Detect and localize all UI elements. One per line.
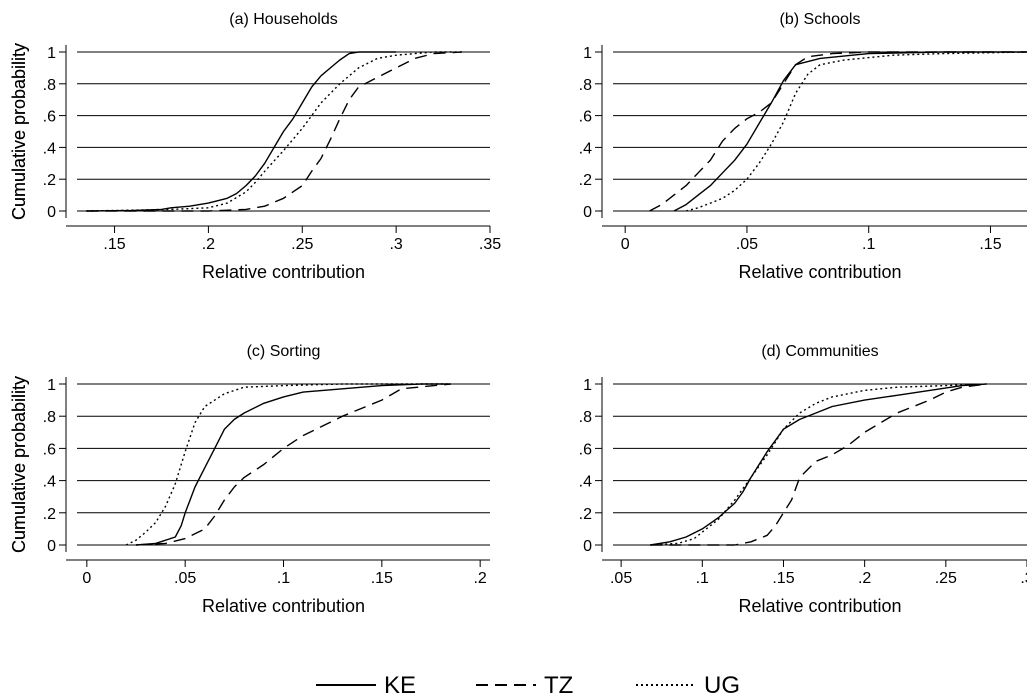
x-tick-label: .1 [696, 570, 709, 587]
series-line-tz [650, 383, 987, 546]
y-tick-label: .8 [43, 77, 56, 94]
x-tick-label: .3 [1020, 570, 1027, 587]
y-tick-label: .4 [43, 474, 56, 491]
series-line-ke [86, 51, 397, 212]
y-tick-label: .8 [579, 409, 592, 426]
y-tick-label: .4 [43, 140, 56, 157]
y-tick-label: .2 [579, 506, 592, 523]
x-tick-label: .05 [174, 570, 196, 587]
series-line-ug [685, 51, 1027, 212]
x-tick-label: .1 [277, 570, 290, 587]
x-tick-label: .15 [979, 236, 1001, 253]
legend-label-ug: UG [704, 672, 740, 699]
y-tick-label: 1 [583, 377, 592, 394]
chart-a-households: (a) Households 0 .2 .4 .6 .8 1 .15 .2 .25 .3 .35 Rel… [9, 11, 501, 282]
x-tick-label: .1 [862, 236, 875, 253]
x-tick-label: .2 [858, 570, 871, 587]
y-tick-label: .6 [579, 109, 592, 126]
x-tick-label: .15 [371, 570, 393, 587]
legend-label-ke: KE [384, 672, 416, 699]
x-tick-label: .25 [291, 236, 313, 253]
series-line-tz [86, 51, 462, 212]
x-tick-label: .3 [389, 236, 402, 253]
series-line-tz [649, 51, 1027, 212]
y-axis-label: Cumulative probability [9, 43, 29, 220]
series-line-ug [86, 51, 462, 212]
y-tick-label: .6 [43, 441, 56, 458]
series-line-tz [135, 383, 451, 546]
x-tick-label: .05 [610, 570, 632, 587]
chart-title: (d) Communities [761, 343, 878, 360]
series-line-ke [673, 51, 1027, 212]
legend-label-tz: TZ [544, 672, 573, 699]
chart-title: (b) Schools [780, 11, 861, 28]
y-tick-label: 0 [47, 204, 56, 221]
y-tick-label: 1 [47, 377, 56, 394]
y-tick-label: .2 [579, 172, 592, 189]
y-tick-label: 0 [583, 538, 592, 555]
x-axis-label: Relative contribution [202, 596, 365, 616]
x-tick-label: .25 [935, 570, 957, 587]
x-tick-label: .35 [479, 236, 501, 253]
y-tick-label: .2 [43, 172, 56, 189]
y-tick-label: 1 [583, 45, 592, 62]
y-tick-label: .8 [43, 409, 56, 426]
y-tick-label: 1 [47, 45, 56, 62]
chart-title: (c) Sorting [247, 343, 321, 360]
x-tick-label: .2 [202, 236, 215, 253]
y-tick-label: .6 [43, 109, 56, 126]
x-tick-label: .05 [736, 236, 758, 253]
x-tick-label: .2 [473, 570, 486, 587]
y-axis-label: Cumulative probability [9, 376, 29, 553]
series-line-ke [135, 383, 451, 546]
chart-title: (a) Households [229, 11, 338, 28]
x-tick-label: .15 [772, 570, 794, 587]
y-tick-label: 0 [583, 204, 592, 221]
chart-c-sorting: (c) Sorting 0 .2 .4 .6 .8 1 0 .05 .1 .15 .2 Relative… [9, 343, 490, 616]
y-tick-label: .4 [579, 474, 592, 491]
x-axis-label: Relative contribution [202, 262, 365, 282]
series-line-ke [650, 383, 987, 546]
x-tick-label: 0 [621, 236, 630, 253]
series-line-ug [650, 383, 987, 546]
legend: KE TZ UG [316, 672, 740, 699]
y-axis-label: Cumulative probability [9, 43, 29, 220]
y-tick-label: .8 [579, 77, 592, 94]
x-axis-label: Relative contribution [738, 596, 901, 616]
y-tick-label: 0 [47, 538, 56, 555]
chart-d-communities: (d) Communities 0 .2 .4 .6 .8 1 .05 .1 .15 .2 .25 .3… [9, 343, 1027, 616]
chart-b-schools: (b) Schools 0 .2 .4 .6 .8 1 0 .05 .1 .15 Relative c… [9, 11, 1027, 282]
x-axis-label: Relative contribution [738, 262, 901, 282]
panels: (a) Households 0 .2 .4 .6 .8 1 .15 .2 .25 .3 .35 Rel… [9, 11, 1027, 616]
y-tick-label: .2 [43, 506, 56, 523]
y-tick-label: .4 [579, 140, 592, 157]
x-tick-label: 0 [82, 570, 91, 587]
y-tick-label: .6 [579, 441, 592, 458]
y-axis-label: Cumulative probability [9, 376, 29, 553]
x-tick-label: .15 [103, 236, 125, 253]
series-line-ug [125, 383, 451, 546]
